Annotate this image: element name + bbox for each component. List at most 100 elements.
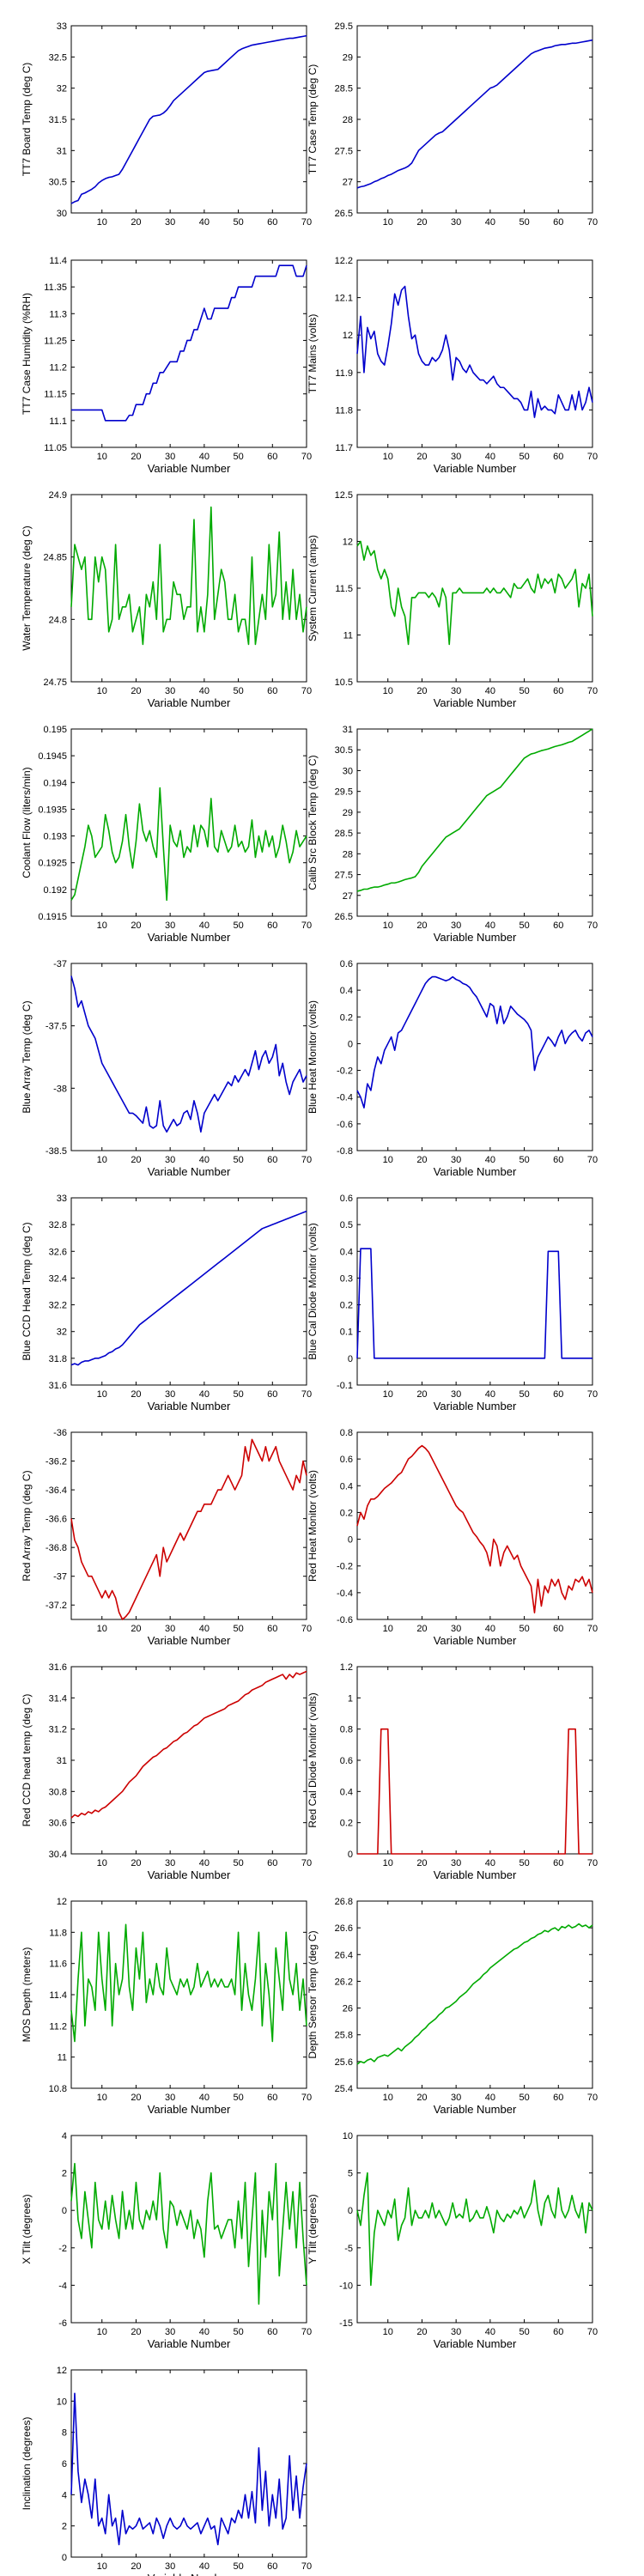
chart-14-y-axis-label: Red Heat Monitor (volts) — [307, 1470, 319, 1582]
chart-2-y-tick-label: 27 — [343, 178, 353, 188]
chart-3-y-tick-label: 11.2 — [49, 363, 67, 374]
chart-14-x-axis-label: Variable Number — [434, 1634, 517, 1647]
chart-4-x-tick-label: 40 — [485, 452, 495, 462]
chart-18-x-tick-label: 10 — [383, 2093, 393, 2103]
chart-21-x-tick-label: 60 — [267, 2561, 277, 2572]
chart-9-x-tick-label: 40 — [199, 1155, 210, 1165]
chart-11-y-tick-label: 32.8 — [49, 1220, 67, 1230]
chart-10-x-tick-label: 10 — [383, 1155, 393, 1165]
chart-7-y-tick-label: 0.195 — [43, 725, 67, 735]
chart-1-x-tick-label: 10 — [97, 217, 107, 228]
chart-14-y-tick-label: -0.4 — [337, 1589, 353, 1599]
chart-9-y-tick-label: -37.5 — [46, 1022, 67, 1032]
chart-6-x-tick-label: 20 — [416, 686, 427, 696]
chart-21-y-tick-label: 4 — [62, 2490, 67, 2500]
chart-8-series-line — [356, 728, 593, 892]
chart-1-y-tick-label: 31 — [57, 146, 67, 156]
chart-7-y-tick-label: 0.1935 — [38, 805, 67, 815]
chart-2-x-tick-label: 40 — [485, 217, 495, 228]
chart-12-x-tick-label: 10 — [383, 1389, 393, 1400]
chart-8-x-tick-label: 50 — [519, 920, 529, 931]
chart-7-series-line — [70, 787, 307, 902]
chart-6-x-tick-label: 10 — [383, 686, 393, 696]
chart-11-x-axis-label: Variable Number — [148, 1400, 231, 1413]
chart-5-y-tick-label: 24.9 — [49, 490, 67, 501]
chart-2-y-tick-label: 27.5 — [335, 146, 353, 156]
chart-16-x-tick-label: 70 — [587, 1858, 598, 1868]
chart-2-x-tick-label: 70 — [587, 217, 598, 228]
chart-19-y-tick-label: 4 — [62, 2131, 67, 2142]
chart-21: 10 20 30 40 50 60 70 0 2 4 6 8 10 12 Variable Number In… — [21, 2366, 312, 2576]
chart-19-series-line — [70, 2162, 307, 2305]
chart-18-x-tick-label: 20 — [416, 2093, 427, 2103]
chart-9-y-axis-label: Blue Array Temp (deg C) — [21, 1000, 33, 1113]
chart-9-x-tick-label: 70 — [301, 1155, 312, 1165]
chart-16-plot-frame — [356, 1666, 593, 1855]
chart-13-x-axis-label: Variable Number — [148, 1634, 231, 1647]
chart-13-x-tick-label: 10 — [97, 1624, 107, 1634]
chart-16-x-tick-label: 10 — [383, 1858, 393, 1868]
chart-9-x-tick-label: 10 — [97, 1155, 107, 1165]
chart-8-y-axis-label: Calib Src Block Temp (deg C) — [307, 755, 319, 890]
chart-12: 10 20 30 40 50 60 70 -0.1 0 0.1 0.2 0.3 0.4 0.5 0.6 Var… — [307, 1194, 598, 1413]
chart-5-x-axis-label: Variable Number — [148, 696, 231, 709]
chart-5-x-tick-label: 70 — [301, 686, 312, 696]
chart-10-y-tick-label: 0.6 — [340, 959, 353, 969]
chart-20-x-tick-label: 30 — [451, 2327, 461, 2337]
chart-3-y-tick-label: 11.3 — [49, 309, 67, 319]
chart-1: 10 20 30 40 50 60 70 30 30.5 31 31.5 32 32.5 33 TT7 Bo… — [21, 21, 312, 228]
chart-19-plot-frame — [70, 2135, 307, 2324]
chart-7-y-tick-label: 0.1915 — [38, 912, 67, 922]
chart-17-y-tick-label: 10.8 — [49, 2084, 67, 2094]
chart-11-x-tick-label: 30 — [165, 1389, 175, 1400]
chart-7-y-tick-label: 0.192 — [43, 885, 67, 896]
chart-12-x-tick-label: 60 — [553, 1389, 563, 1400]
chart-3-y-axis-label: TT7 Case Humidity (%RH) — [21, 293, 33, 415]
chart-7-x-axis-label: Variable Number — [148, 931, 231, 944]
chart-10-y-tick-label: 0.4 — [340, 986, 353, 996]
chart-12-x-tick-label: 50 — [519, 1389, 529, 1400]
chart-12-y-tick-label: 0.3 — [340, 1273, 353, 1284]
chart-8-y-tick-label: 28 — [343, 849, 353, 860]
chart-6-x-tick-label: 50 — [519, 686, 529, 696]
chart-10-x-axis-label: Variable Number — [434, 1165, 517, 1178]
chart-7-y-tick-label: 0.1945 — [38, 751, 67, 762]
chart-17-x-tick-label: 40 — [199, 2093, 210, 2103]
chart-4-x-tick-label: 10 — [383, 452, 393, 462]
chart-15-y-tick-label: 31.2 — [49, 1725, 67, 1735]
chart-14-x-tick-label: 50 — [519, 1624, 529, 1634]
chart-20-y-axis-label: Y Tilt (degrees) — [307, 2194, 319, 2263]
chart-5-y-axis-label: Water Temperature (deg C) — [21, 526, 33, 650]
chart-6-y-tick-label: 12.5 — [335, 490, 353, 501]
chart-7-x-tick-label: 50 — [233, 920, 243, 931]
chart-16-x-tick-label: 20 — [416, 1858, 427, 1868]
chart-13-x-tick-label: 20 — [131, 1624, 141, 1634]
chart-19-y-tick-label: 0 — [62, 2206, 67, 2216]
chart-2-x-tick-label: 30 — [451, 217, 461, 228]
chart-9-x-tick-label: 60 — [267, 1155, 277, 1165]
chart-2-x-tick-label: 50 — [519, 217, 529, 228]
chart-15-x-axis-label: Variable Number — [148, 1868, 231, 1881]
chart-16-y-tick-label: 1.2 — [340, 1662, 353, 1673]
chart-17-y-tick-label: 11.6 — [49, 1959, 67, 1970]
chart-2-x-tick-label: 10 — [383, 217, 393, 228]
chart-17-x-tick-label: 10 — [97, 2093, 107, 2103]
chart-18-y-axis-label: Depth Sensor Temp (deg C) — [307, 1930, 319, 2058]
chart-10: 10 20 30 40 50 60 70 -0.8 -0.6 -0.4 -0.2 0 0.2 0.4 0.6… — [307, 959, 598, 1178]
chart-1-y-tick-label: 32 — [57, 84, 67, 94]
chart-16-y-tick-label: 0.4 — [340, 1787, 353, 1797]
chart-14-y-tick-label: -0.2 — [337, 1562, 353, 1572]
chart-15-plot-frame — [70, 1666, 307, 1855]
chart-3: 10 20 30 40 50 60 70 11.05 11.1 11.15 11.2 11.25 11.… — [21, 256, 312, 475]
chart-12-y-tick-label: 0.2 — [340, 1301, 353, 1311]
chart-21-plot-frame — [70, 2369, 307, 2558]
chart-17-x-tick-label: 20 — [131, 2093, 141, 2103]
chart-8-y-tick-label: 28.5 — [335, 829, 353, 839]
chart-18-plot-frame — [356, 1900, 593, 2089]
chart-5-series-line — [70, 506, 307, 646]
chart-6-y-tick-label: 10.5 — [335, 677, 353, 688]
chart-2-series-line — [356, 39, 593, 189]
chart-15-y-tick-label: 31.4 — [49, 1693, 67, 1704]
chart-16-series-line — [357, 1728, 592, 1855]
chart-7-x-tick-label: 10 — [97, 920, 107, 931]
